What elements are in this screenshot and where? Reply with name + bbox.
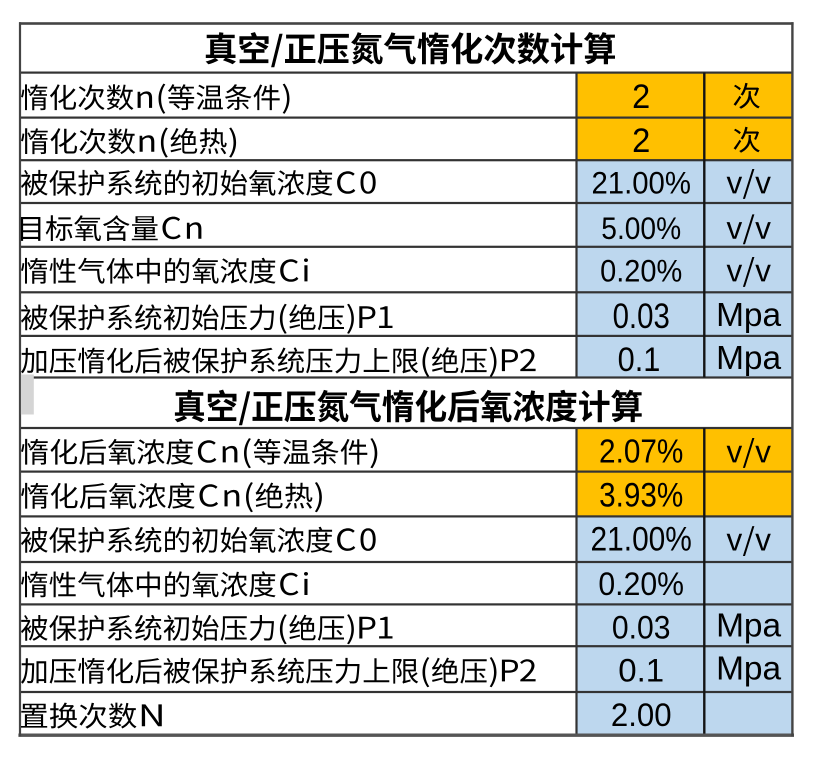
svg-text:2: 2: [632, 122, 650, 160]
svg-text:Mpa: Mpa: [716, 608, 781, 645]
svg-text:5.00%: 5.00%: [601, 211, 681, 246]
svg-text:0.03: 0.03: [613, 297, 670, 336]
svg-text:0.03: 0.03: [612, 609, 671, 645]
svg-text:0.20%: 0.20%: [600, 253, 682, 289]
svg-text:0.20%: 0.20%: [598, 566, 684, 602]
svg-text:21.00%: 21.00%: [591, 167, 690, 201]
svg-text:2: 2: [632, 78, 650, 116]
svg-text:Mpa: Mpa: [716, 297, 781, 334]
svg-text:21.00%: 21.00%: [591, 520, 692, 558]
svg-text:Mpa: Mpa: [716, 340, 781, 377]
svg-text:2.00: 2.00: [611, 697, 672, 734]
svg-text:3.93%: 3.93%: [599, 476, 683, 514]
svg-text:0.1: 0.1: [618, 652, 664, 689]
svg-text:2.07%: 2.07%: [599, 432, 683, 470]
svg-text:Mpa: Mpa: [716, 650, 781, 687]
svg-text:0.1: 0.1: [618, 339, 661, 378]
